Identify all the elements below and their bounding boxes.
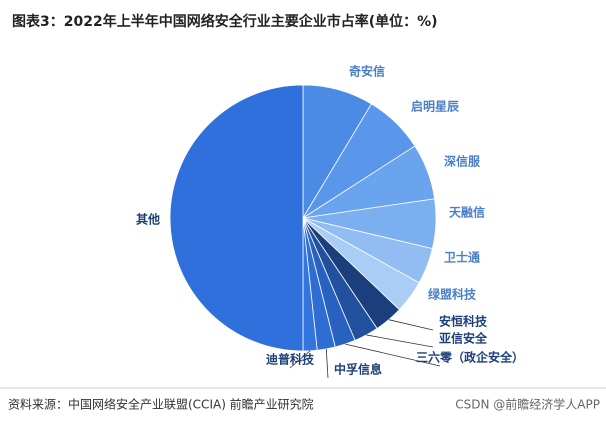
slice-label: 迪普科技 (266, 352, 315, 367)
watermark: CSDN @前瞻经济学人APP (455, 397, 600, 412)
leader-line (366, 334, 434, 348)
slice-label: 安恒科技 (439, 314, 488, 329)
chart-title: 图表3：2022年上半年中国网络安全行业主要企业市占率(单位：%) (12, 13, 438, 30)
slice-label: 绿盟科技 (428, 287, 477, 302)
slice-label: 深信服 (444, 154, 481, 169)
leader-line (325, 348, 329, 379)
slice-label: 其他 (136, 212, 160, 227)
pie-slice (169, 84, 304, 352)
slice-label: 启明星辰 (411, 99, 459, 114)
slice-label: 卫士通 (444, 250, 480, 265)
leader-line (289, 350, 311, 369)
slice-label: 奇安信 (349, 64, 385, 79)
source: 资料来源：中国网络安全产业联盟(CCIA) 前瞻产业研究院 (8, 397, 314, 412)
slice-label: 亚信安全 (439, 331, 488, 346)
slice-label: 中孚信息 (334, 362, 382, 377)
leader-line (345, 343, 441, 367)
slice-label: 三六零（政企安全） (416, 350, 524, 365)
slice-label: 天融信 (449, 205, 485, 220)
leader-line (388, 319, 434, 331)
